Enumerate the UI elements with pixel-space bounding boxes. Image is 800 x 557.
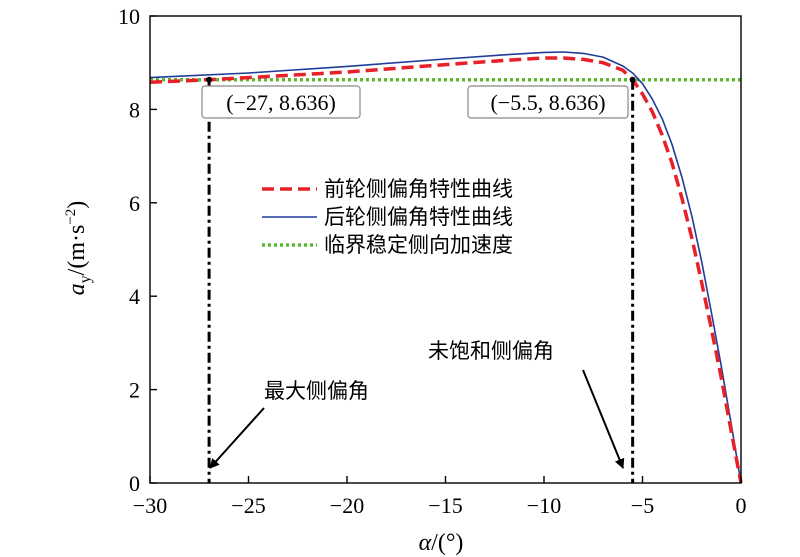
x-axis-label: α/(°) (419, 530, 464, 556)
plot-lines (149, 51, 743, 484)
y-axis-label: ay/(m·s−2) (63, 201, 94, 296)
y-tick-label: 8 (129, 97, 140, 122)
series-front-line (149, 56, 743, 484)
y-tick-label: 2 (129, 378, 140, 403)
x-tick-label: −5 (631, 493, 654, 518)
axis-ticks: −30 −25 −20 −15 −10 −5 0 0 2 4 6 8 10 (118, 4, 747, 518)
legend-label-rear: 后轮侧偏角特性曲线 (324, 205, 513, 229)
annotation-max-slip: 最大侧偏角 (264, 379, 369, 403)
x-tick-label: −10 (527, 493, 561, 518)
point-label-right: (−5.5, 8.636) (467, 85, 629, 119)
legend-label-front: 前轮侧偏角特性曲线 (324, 177, 513, 201)
annotation-arrow-max-slip (209, 407, 265, 469)
intersection-point (629, 76, 636, 83)
point-label-left: (−27, 8.636) (201, 85, 361, 119)
x-tick-label: 0 (736, 493, 747, 518)
svg-text:(−27, 8.636): (−27, 8.636) (226, 90, 336, 115)
x-tick-label: −20 (330, 493, 364, 518)
legend-label-critical: 临界稳定侧向加速度 (324, 233, 513, 257)
y-tick-label: 0 (129, 471, 140, 496)
intersection-point (206, 76, 213, 83)
y-tick-label: 4 (129, 284, 140, 309)
x-tick-label: −25 (231, 493, 265, 518)
annotation-arrow-unsaturated-slip (582, 369, 625, 469)
annotation-unsaturated-slip: 未饱和侧偏角 (428, 339, 554, 363)
y-tick-label: 10 (118, 4, 140, 29)
x-tick-label: −30 (133, 493, 167, 518)
svg-text:(−5.5, 8.636): (−5.5, 8.636) (490, 90, 605, 115)
legend: 前轮侧偏角特性曲线 后轮侧偏角特性曲线 临界稳定侧向加速度 (262, 177, 513, 257)
y-tick-label: 6 (129, 191, 140, 216)
series-rear-line (149, 51, 742, 484)
x-tick-label: −15 (428, 493, 462, 518)
